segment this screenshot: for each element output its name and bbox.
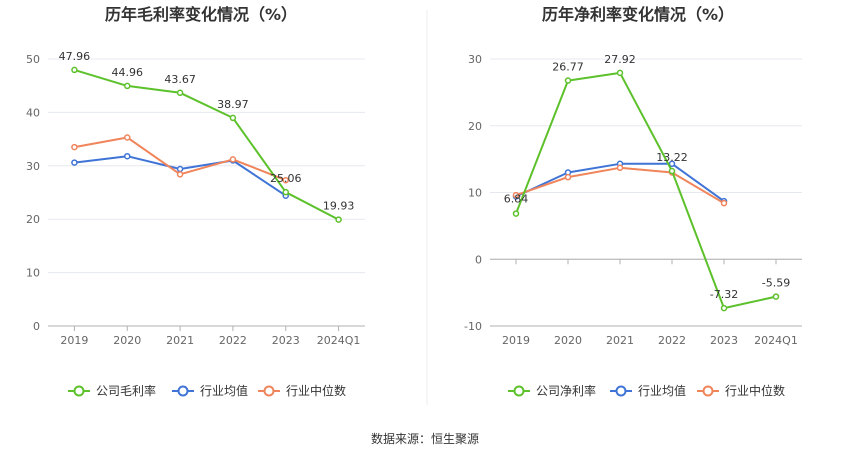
x-tick-label: 2019 xyxy=(502,334,530,347)
data-point xyxy=(71,66,78,74)
y-tick-label: 50 xyxy=(26,53,40,66)
data-source: 数据来源：恒生聚源 xyxy=(371,431,479,446)
data-point xyxy=(668,167,676,175)
net-margin-chart: 历年净利率变化情况（%） -10 0 10 20 30 2019 2020 2021 2022 20… xyxy=(464,5,802,398)
data-point xyxy=(564,173,572,181)
data-point xyxy=(282,188,289,196)
data-point xyxy=(720,304,728,312)
gross-margin-chart: 历年毛利率变化情况（%） 0 10 20 30 40 50 2019 2020 2021 2022 2… xyxy=(26,5,365,398)
data-point xyxy=(616,69,624,77)
y-tick-label: 30 xyxy=(468,53,482,66)
data-point xyxy=(772,293,780,300)
legend-label: 公司净利率 xyxy=(536,383,596,398)
data-point xyxy=(512,191,520,199)
data-label: 44.96 xyxy=(112,66,144,79)
data-label: 25.06 xyxy=(270,172,302,185)
data-point xyxy=(229,156,237,163)
x-tick-label: 2023 xyxy=(710,334,738,347)
data-point xyxy=(564,77,572,84)
data-label: 47.96 xyxy=(59,50,91,63)
data-point xyxy=(71,159,78,166)
data-point xyxy=(335,216,342,223)
y-tick-label: 20 xyxy=(26,213,40,226)
y-tick-label: 10 xyxy=(26,267,40,280)
data-point xyxy=(124,152,131,160)
data-point xyxy=(176,165,184,173)
data-point xyxy=(720,199,728,207)
legend-label: 行业均值 xyxy=(638,383,686,398)
data-point xyxy=(124,134,131,141)
series-line xyxy=(515,166,725,205)
y-tick-label: 0 xyxy=(33,320,40,333)
data-label: 27.92 xyxy=(604,53,636,66)
y-tick-label: 30 xyxy=(26,160,40,173)
y-tick-label: -10 xyxy=(464,320,482,333)
data-point xyxy=(512,210,520,217)
legend-swatch-marker xyxy=(73,385,85,397)
x-tick-label: 2024Q1 xyxy=(754,334,798,347)
data-point xyxy=(616,164,624,172)
chart-title: 历年毛利率变化情况（%） xyxy=(105,5,297,24)
data-label: 6.84 xyxy=(504,193,529,206)
data-label: -7.32 xyxy=(710,288,738,301)
x-tick-label: 2022 xyxy=(219,334,247,347)
x-tick-label: 2024Q1 xyxy=(317,334,361,347)
data-label: 38.97 xyxy=(217,98,249,111)
data-label: -5.59 xyxy=(762,277,790,290)
chart-title: 历年净利率变化情况（%） xyxy=(542,5,734,24)
data-point xyxy=(229,114,237,122)
data-point xyxy=(282,176,289,184)
x-tick-label: 2021 xyxy=(166,334,194,347)
legend-swatch-marker xyxy=(177,385,189,397)
legend-label: 行业中位数 xyxy=(286,383,346,398)
legend-swatch-marker xyxy=(263,385,275,397)
series-line xyxy=(515,71,777,310)
x-tick-label: 2020 xyxy=(113,334,141,347)
data-label: 43.67 xyxy=(164,73,196,86)
data-point xyxy=(176,171,184,178)
y-tick-label: 0 xyxy=(475,253,482,266)
y-tick-label: 10 xyxy=(468,187,482,200)
x-tick-label: 2019 xyxy=(60,334,88,347)
x-tick-label: 2020 xyxy=(554,334,582,347)
legend-label: 行业均值 xyxy=(200,383,248,398)
legend-label: 行业中位数 xyxy=(725,383,785,398)
legend-swatch-marker xyxy=(702,385,714,397)
data-label: 19.93 xyxy=(323,200,355,213)
legend-swatch-marker xyxy=(513,385,525,397)
x-tick-label: 2022 xyxy=(658,334,686,347)
legend-label: 公司毛利率 xyxy=(96,383,156,398)
data-point xyxy=(176,89,184,97)
x-tick-label: 2021 xyxy=(606,334,634,347)
data-point xyxy=(668,160,676,168)
data-label: 13.22 xyxy=(656,151,688,164)
x-tick-label: 2023 xyxy=(272,334,300,347)
data-label: 26.77 xyxy=(552,61,584,74)
y-tick-label: 20 xyxy=(468,120,482,133)
y-tick-label: 40 xyxy=(26,106,40,119)
data-point xyxy=(124,82,131,90)
series-line xyxy=(74,68,340,221)
legend-swatch-marker xyxy=(615,385,627,397)
data-point xyxy=(71,143,78,151)
